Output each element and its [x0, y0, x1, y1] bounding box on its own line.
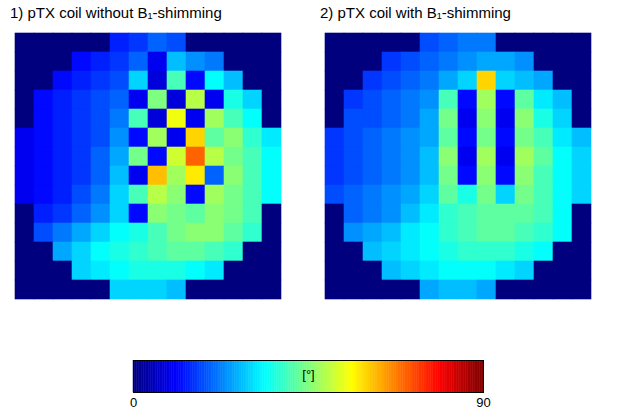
svg-text:[°]: [°] [302, 367, 314, 382]
svg-text:90: 90 [476, 395, 490, 410]
html-text:2) pTX coil with B₁-shimming: 2) pTX coil with B₁-shimming [320, 4, 511, 21]
svg-text:0: 0 [130, 395, 137, 410]
html-text:1) pTX coil without B₁-shimmin: 1) pTX coil without B₁-shimming [10, 4, 222, 21]
